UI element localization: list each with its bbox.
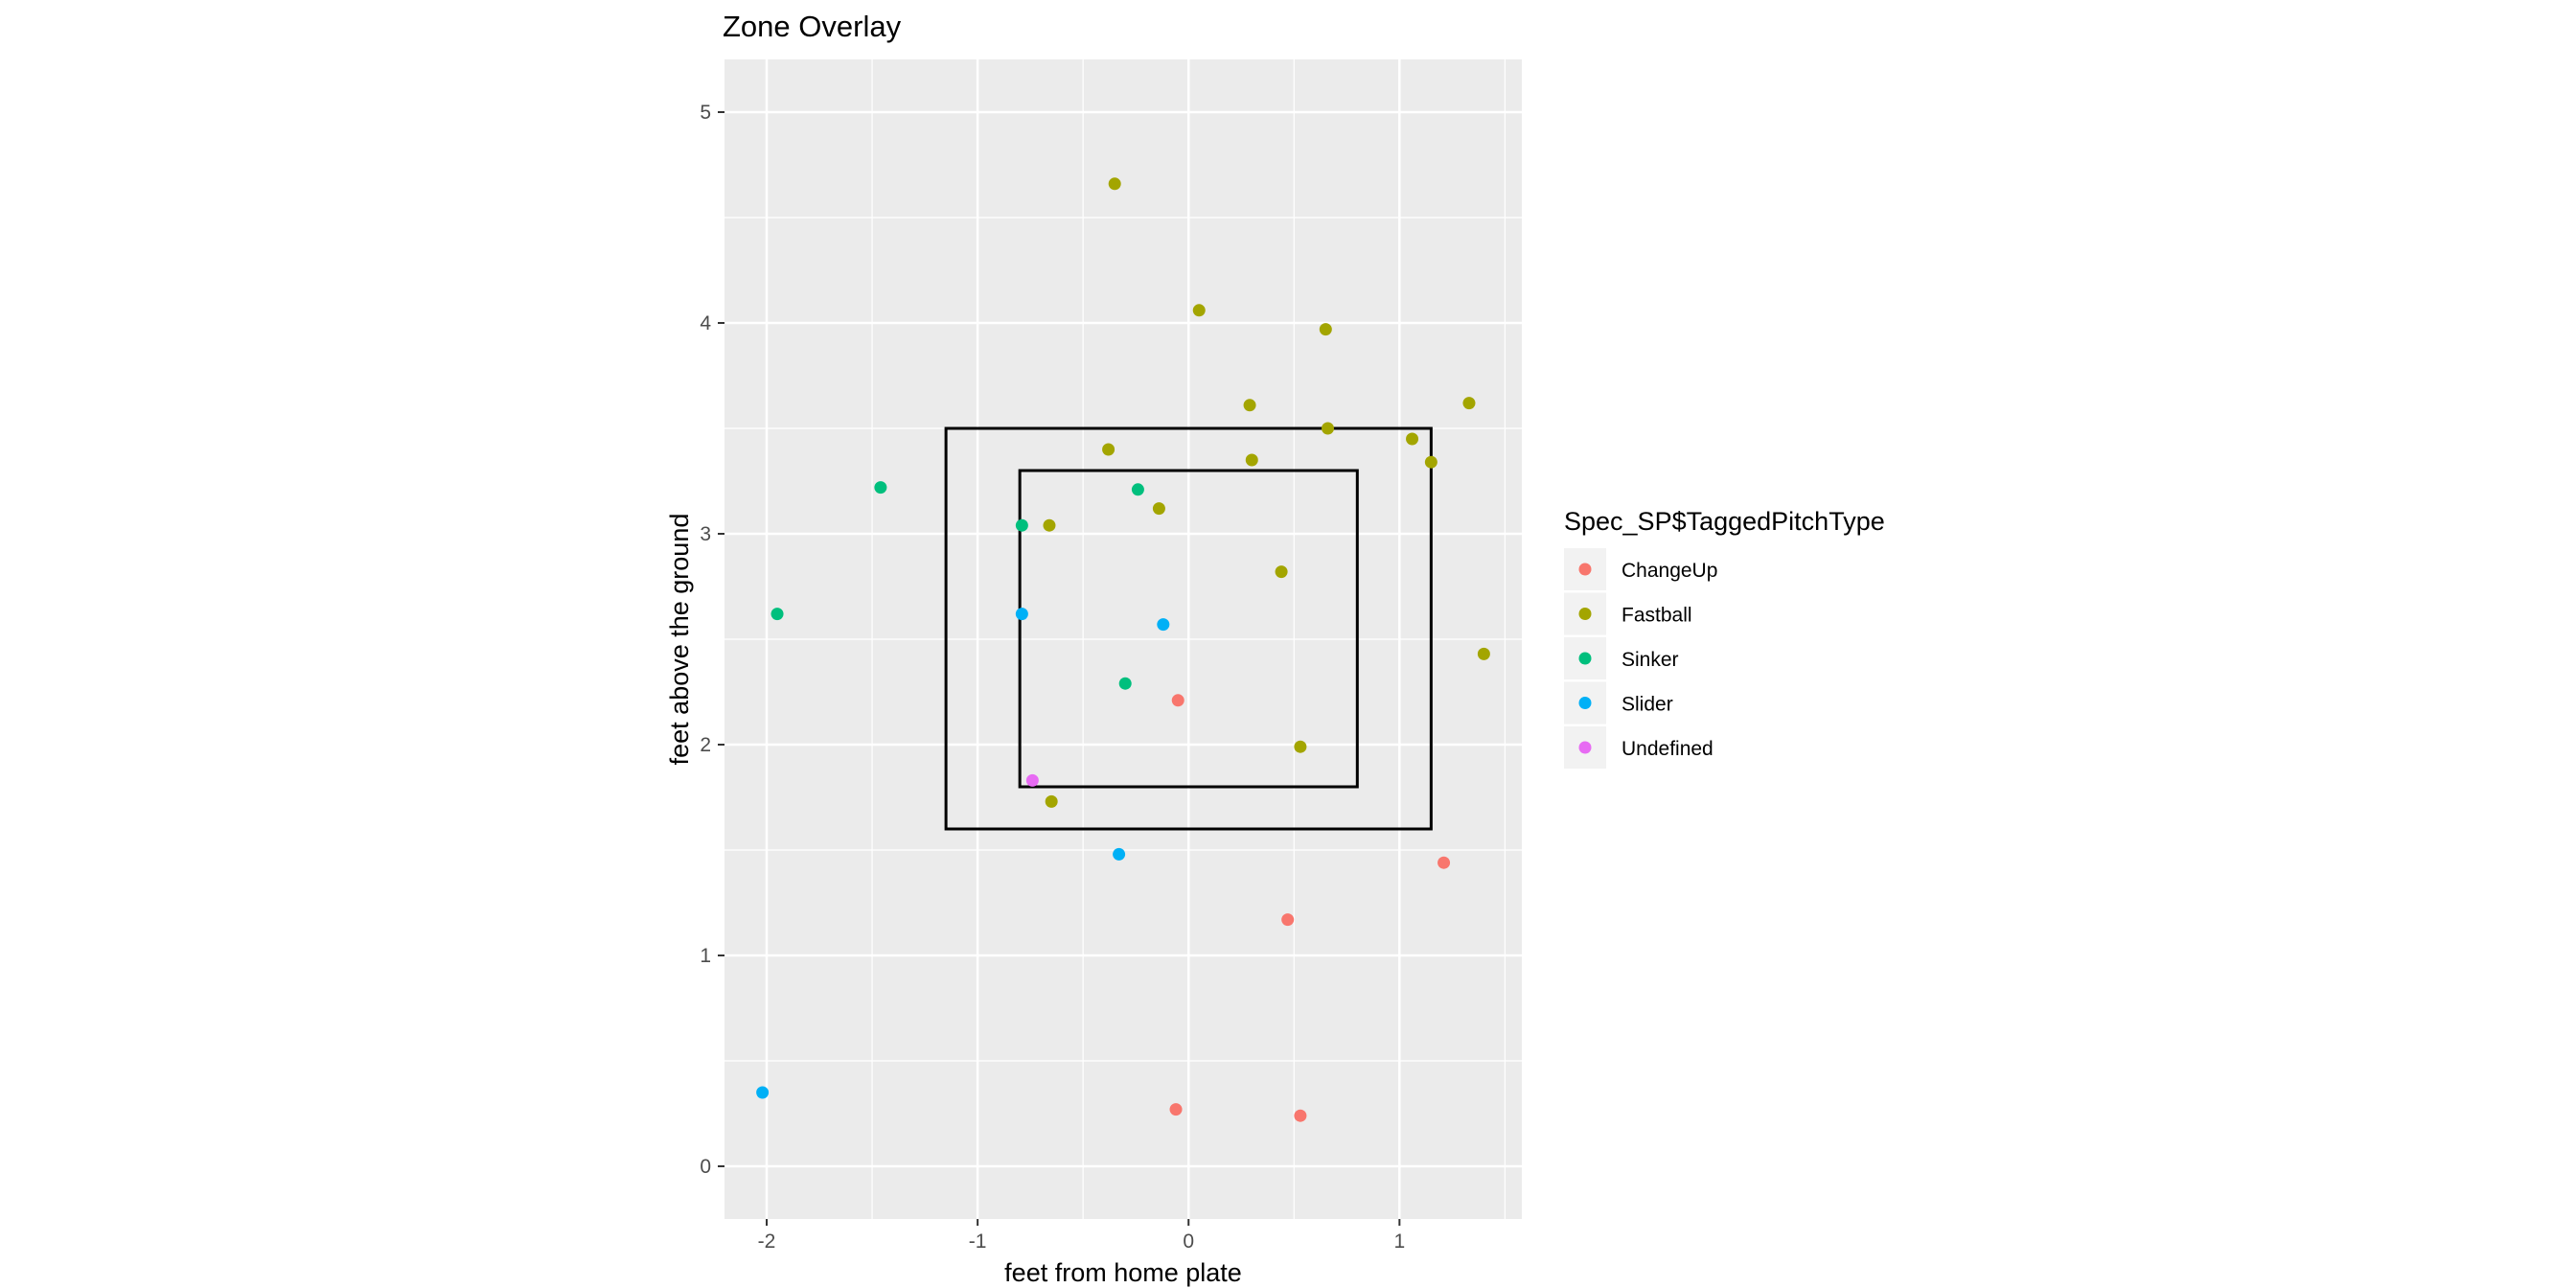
point-fastball	[1045, 794, 1058, 808]
data-points	[756, 177, 1490, 1122]
legend-label-changeup: ChangeUp	[1622, 560, 1717, 582]
point-sinker	[1131, 483, 1144, 496]
point-slider	[1157, 618, 1170, 632]
point-fastball	[1424, 455, 1438, 469]
point-fastball	[1462, 397, 1476, 410]
x-tick-label: -1	[969, 1230, 987, 1253]
point-fastball	[1102, 443, 1116, 456]
y-tick-label: 2	[700, 734, 711, 756]
legend: ChangeUp Fastball Sinker Slider Undefined	[1564, 548, 1717, 769]
legend-marker-slider	[1578, 697, 1592, 709]
point-changeup	[1169, 1103, 1183, 1116]
point-fastball	[1243, 399, 1256, 412]
x-tick-label: 1	[1393, 1230, 1405, 1253]
legend-label-undefined: Undefined	[1622, 738, 1714, 760]
point-changeup	[1171, 694, 1184, 707]
point-sinker	[1118, 677, 1132, 690]
point-undefined	[1025, 773, 1039, 787]
x-tick-label: -2	[758, 1230, 776, 1253]
point-changeup	[1438, 856, 1451, 869]
point-changeup	[1294, 1109, 1307, 1122]
outer-zone-rect	[944, 426, 1433, 831]
point-changeup	[1281, 913, 1295, 927]
legend-title: Spec_SP$TaggedPitchType	[1564, 507, 1885, 536]
legend-marker-undefined	[1578, 741, 1592, 754]
point-sinker	[770, 608, 784, 621]
legend-label-sinker: Sinker	[1622, 649, 1679, 671]
point-sinker	[874, 481, 887, 494]
x-axis-title: feet from home plate	[1004, 1258, 1242, 1287]
legend-label-slider: Slider	[1622, 694, 1673, 716]
point-fastball	[1294, 740, 1307, 753]
point-slider	[756, 1086, 770, 1099]
point-fastball	[1322, 422, 1335, 435]
point-fastball	[1245, 453, 1258, 467]
point-slider	[1015, 608, 1028, 621]
point-fastball	[1275, 565, 1288, 579]
point-fastball	[1319, 323, 1332, 336]
point-fastball	[1108, 177, 1121, 191]
strike-zones	[944, 426, 1433, 831]
point-fastball	[1406, 432, 1419, 446]
legend-marker-sinker	[1578, 652, 1592, 665]
legend-marker-fastball	[1578, 608, 1592, 620]
y-tick-label: 3	[700, 523, 711, 545]
y-tick-label: 1	[700, 945, 711, 967]
point-fastball	[1043, 518, 1056, 532]
y-tick-label: 0	[700, 1156, 711, 1178]
point-fastball	[1152, 502, 1165, 516]
legend-label-fastball: Fastball	[1622, 605, 1692, 627]
point-sinker	[1015, 518, 1028, 532]
inner-zone-rect	[1018, 469, 1359, 789]
point-fastball	[1192, 304, 1206, 317]
y-axis-title: feet above the ground	[665, 514, 694, 766]
y-tick-label: 5	[700, 102, 711, 124]
grid-major	[724, 59, 1522, 1219]
point-slider	[1113, 847, 1126, 861]
legend-marker-changeup	[1578, 563, 1592, 576]
y-tick-label: 4	[700, 312, 711, 334]
chart-title: Zone Overlay	[723, 10, 902, 43]
axis-ticks: -2 -1 0 1 0 1 2 3 4 5	[700, 102, 1405, 1253]
x-tick-label: 0	[1183, 1230, 1194, 1253]
point-fastball	[1477, 647, 1490, 660]
